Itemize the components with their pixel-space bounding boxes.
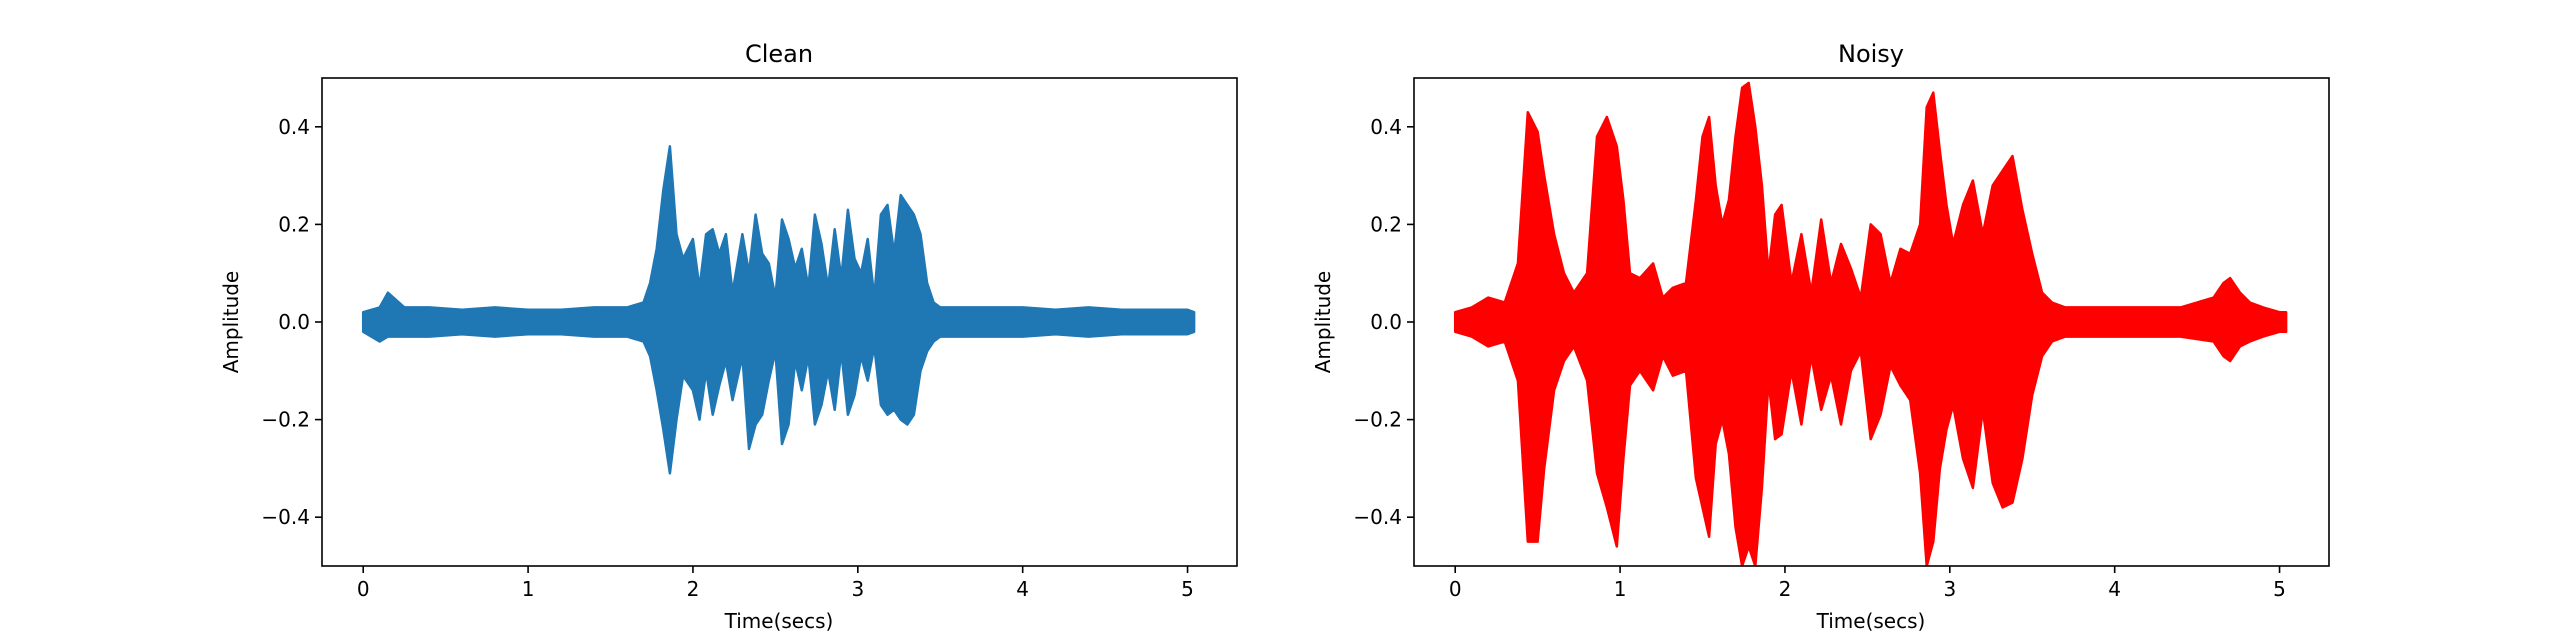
x-axis: 0 1 2 3 4 5 [357, 566, 1194, 601]
waveform-series-0 [361, 145, 1196, 475]
chart-title: Noisy [1838, 40, 1904, 68]
waveform-series-0 [1453, 81, 2288, 566]
y-tick-label: 0.4 [1370, 115, 1402, 139]
y-tick-label: −0.2 [1353, 408, 1402, 432]
x-tick-label: 0 [1449, 577, 1462, 601]
y-tick-label: 0.0 [278, 310, 310, 334]
x-tick-label: 4 [2108, 577, 2121, 601]
x-tick-label: 3 [851, 577, 864, 601]
y-tick-label: −0.4 [1353, 505, 1402, 529]
chart-clean: Clean 0 1 2 3 4 5 −0.4 −0.2 0.0 0.2 0.4 Time(secs… [219, 40, 1238, 633]
y-tick-label: 0.0 [1370, 310, 1402, 334]
x-tick-label: 3 [1943, 577, 1956, 601]
x-axis: 0 1 2 3 4 5 [1449, 566, 2286, 601]
y-axis: −0.4 −0.2 0.0 0.2 0.4 [261, 115, 322, 529]
x-tick-label: 0 [357, 577, 370, 601]
y-tick-label: 0.4 [278, 115, 310, 139]
y-axis-label: Amplitude [1311, 271, 1335, 374]
x-tick-label: 2 [1779, 577, 1792, 601]
y-tick-label: 0.2 [1370, 212, 1402, 236]
x-tick-label: 4 [1016, 577, 1029, 601]
y-tick-label: −0.4 [261, 505, 310, 529]
chart-title: Clean [745, 40, 813, 68]
plot-area [1453, 81, 2288, 566]
x-tick-label: 5 [2273, 577, 2286, 601]
chart-noisy: Noisy 0 1 2 3 4 5 −0.4 −0.2 0.0 0.2 0.4 Time(secs… [1311, 40, 2330, 633]
plot-area [361, 145, 1196, 475]
y-tick-label: 0.2 [278, 212, 310, 236]
y-tick-label: −0.2 [261, 408, 310, 432]
x-tick-label: 1 [522, 577, 535, 601]
x-tick-label: 5 [1181, 577, 1194, 601]
x-tick-label: 1 [1614, 577, 1627, 601]
x-axis-label: Time(secs) [1816, 609, 1926, 633]
x-tick-label: 2 [687, 577, 700, 601]
y-axis-label: Amplitude [219, 271, 243, 374]
y-axis: −0.4 −0.2 0.0 0.2 0.4 [1353, 115, 1414, 529]
x-axis-label: Time(secs) [724, 609, 834, 633]
